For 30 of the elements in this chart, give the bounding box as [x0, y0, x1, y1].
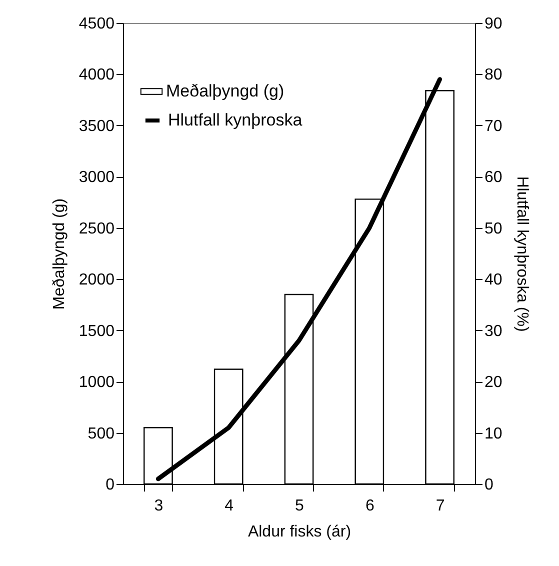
y-tick-label: 3000	[78, 169, 115, 186]
x-tick-label: 7	[436, 498, 445, 514]
y2-tick-label: 30	[484, 322, 502, 340]
y-tick-label: 0	[106, 476, 115, 494]
legend-label: Meðalþyngd (g)	[166, 82, 284, 100]
y-tick-label: 500	[88, 425, 115, 442]
y-tick-label: 3500	[78, 118, 115, 135]
y-tick-label: 4500	[78, 16, 115, 32]
y2-tick-label: 0	[484, 476, 494, 494]
y-tick-label: 1000	[78, 374, 115, 392]
y-tick-label: 2500	[78, 220, 115, 238]
x-tick-label: 5	[295, 498, 304, 514]
y2-axis-title: Hlutfall kynþroska (%)	[513, 176, 530, 332]
y2-tick-label: 10	[484, 425, 502, 442]
y2-tick-label: 70	[484, 118, 502, 135]
x-tick-label: 4	[224, 498, 234, 514]
y2-tick-label: 90	[484, 16, 502, 32]
y2-tick-label: 40	[484, 272, 502, 289]
y2-tick-label: 80	[484, 66, 502, 84]
y-axis-title: Meðalþyngd (g)	[50, 198, 68, 310]
x-tick-label: 6	[365, 498, 374, 514]
y-tick-label: 1500	[78, 322, 115, 340]
y2-tick-label: 50	[484, 220, 502, 238]
y-tick-label: 2000	[78, 272, 115, 289]
x-axis-title: Aldur fisks (ár)	[248, 524, 352, 540]
y2-tick-label: 20	[484, 374, 502, 392]
legend-label: Hlutfall kynþroska	[168, 110, 303, 130]
y-tick-label: 4000	[78, 66, 115, 84]
x-tick-label: 3	[154, 498, 164, 514]
y2-tick-label: 60	[484, 169, 502, 186]
